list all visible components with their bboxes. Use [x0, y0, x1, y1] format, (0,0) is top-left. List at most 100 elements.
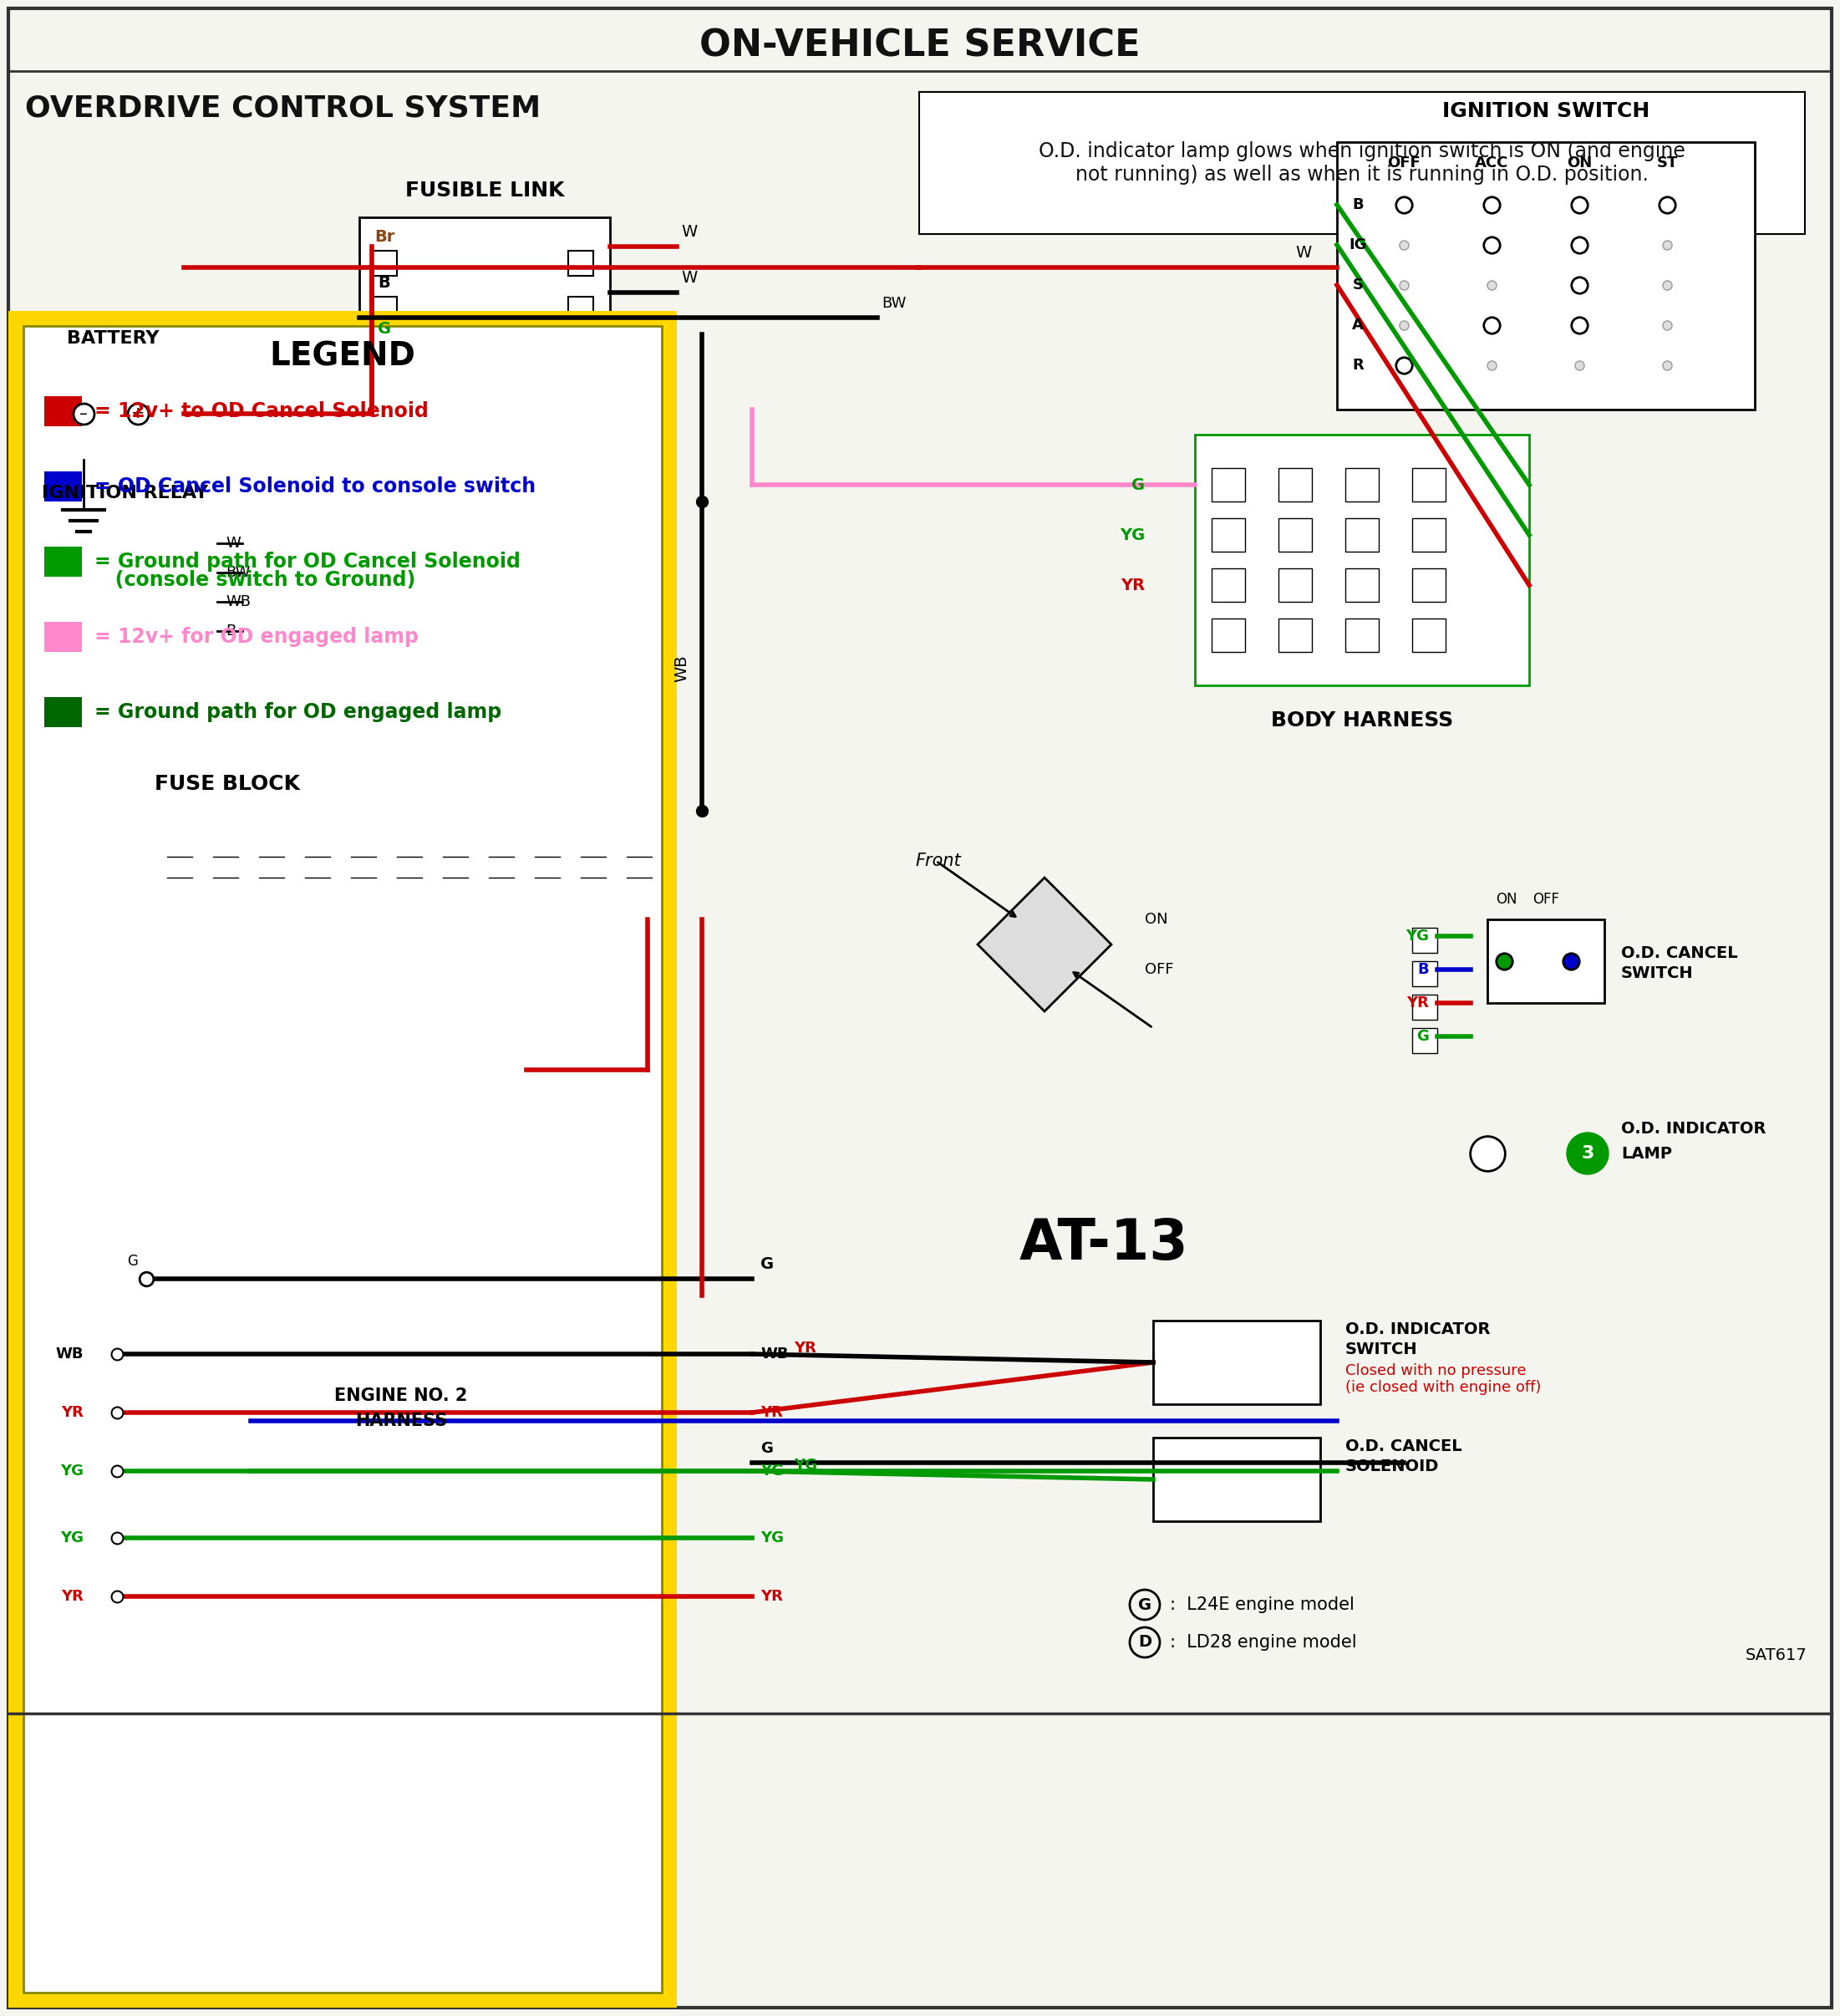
- Text: OFF: OFF: [1387, 155, 1420, 171]
- Text: = Ground path for OD Cancel Solenoid: = Ground path for OD Cancel Solenoid: [94, 552, 521, 573]
- Text: YR: YR: [793, 1341, 817, 1355]
- Bar: [530, 827, 565, 903]
- Bar: [1279, 468, 1312, 502]
- Text: OFF: OFF: [1533, 891, 1558, 907]
- Bar: [50, 367, 184, 460]
- Bar: [50, 518, 217, 651]
- Polygon shape: [977, 877, 1111, 1012]
- Text: BATTERY: BATTERY: [66, 331, 158, 347]
- Bar: [372, 343, 397, 367]
- Bar: [1411, 927, 1437, 954]
- Bar: [9, 310, 677, 2008]
- Bar: [920, 93, 1805, 234]
- Text: Front: Front: [914, 853, 960, 869]
- Bar: [256, 827, 289, 903]
- Bar: [1211, 619, 1246, 651]
- Bar: [1411, 994, 1437, 1020]
- Text: YG: YG: [61, 1464, 83, 1478]
- Text: BODY HARNESS: BODY HARNESS: [1271, 710, 1454, 730]
- Bar: [576, 827, 611, 903]
- Bar: [359, 218, 611, 367]
- Text: LEGEND: LEGEND: [269, 341, 416, 373]
- Text: B: B: [379, 274, 390, 290]
- Bar: [569, 296, 592, 323]
- Text: B: B: [1352, 198, 1363, 212]
- Bar: [569, 343, 592, 367]
- Bar: [1411, 619, 1446, 651]
- Text: B: B: [1417, 962, 1430, 978]
- Bar: [569, 250, 592, 276]
- Text: W: W: [226, 536, 241, 550]
- Text: O.D. CANCEL: O.D. CANCEL: [1345, 1437, 1463, 1454]
- Bar: [1211, 518, 1246, 552]
- Text: = OD Cancel Solenoid to console switch: = OD Cancel Solenoid to console switch: [94, 476, 535, 496]
- Text: O.D. indicator lamp glows when ignition switch is ON (and engine
not running) as: O.D. indicator lamp glows when ignition …: [1040, 141, 1685, 185]
- Text: R: R: [1352, 357, 1363, 373]
- Bar: [1411, 518, 1446, 552]
- Text: G: G: [127, 1254, 138, 1268]
- Text: IGNITION SWITCH: IGNITION SWITCH: [1443, 101, 1650, 121]
- Text: BW: BW: [881, 296, 905, 310]
- Text: B: B: [226, 623, 236, 639]
- Bar: [1411, 962, 1437, 986]
- Text: O.D. CANCEL: O.D. CANCEL: [1621, 946, 1737, 962]
- Text: 3: 3: [1581, 1145, 1593, 1161]
- Text: WB: WB: [55, 1347, 83, 1361]
- Bar: [300, 827, 335, 903]
- Bar: [1154, 1437, 1321, 1522]
- Text: WB: WB: [226, 595, 250, 609]
- Bar: [1411, 468, 1446, 502]
- Text: IG: IG: [1349, 238, 1367, 252]
- Text: SWITCH: SWITCH: [1621, 966, 1693, 982]
- Text: YG: YG: [1119, 526, 1144, 542]
- Text: –: –: [79, 405, 88, 421]
- Text: OVERDRIVE CONTROL SYSTEM: OVERDRIVE CONTROL SYSTEM: [26, 95, 541, 123]
- Text: Closed with no pressure: Closed with no pressure: [1345, 1363, 1525, 1379]
- Bar: [1211, 569, 1246, 603]
- Text: G: G: [377, 321, 392, 337]
- Text: AT-13: AT-13: [1019, 1216, 1189, 1272]
- Text: G: G: [760, 1441, 773, 1456]
- Bar: [438, 827, 473, 903]
- Text: SAT617: SAT617: [1744, 1647, 1807, 1663]
- Text: FUSIBLE LINK: FUSIBLE LINK: [405, 181, 565, 202]
- Bar: [372, 250, 397, 276]
- Bar: [44, 621, 83, 651]
- Text: G: G: [760, 1256, 775, 1272]
- Text: Br: Br: [374, 230, 394, 244]
- Bar: [1411, 569, 1446, 603]
- Text: FUSE BLOCK: FUSE BLOCK: [155, 774, 300, 794]
- Text: SWITCH: SWITCH: [1345, 1343, 1417, 1359]
- Bar: [346, 827, 381, 903]
- Bar: [1345, 518, 1378, 552]
- Text: ON: ON: [1144, 911, 1168, 927]
- Text: (ie closed with engine off): (ie closed with engine off): [1345, 1379, 1542, 1395]
- Text: WB: WB: [760, 1347, 788, 1361]
- Text: YR: YR: [1406, 996, 1430, 1010]
- Text: W: W: [1295, 244, 1312, 260]
- Text: YG: YG: [760, 1530, 784, 1546]
- Text: G: G: [1139, 1597, 1152, 1613]
- Bar: [210, 827, 243, 903]
- Text: ACC: ACC: [1474, 155, 1509, 171]
- Bar: [392, 827, 427, 903]
- Text: :  L24E engine model: : L24E engine model: [1170, 1597, 1354, 1613]
- Text: W: W: [681, 270, 697, 286]
- Bar: [1154, 1320, 1321, 1405]
- Text: ON: ON: [1566, 155, 1592, 171]
- Text: ENGINE NO. 2: ENGINE NO. 2: [335, 1387, 467, 1405]
- Text: W: W: [681, 224, 697, 240]
- Text: = Ground path for OD engaged lamp: = Ground path for OD engaged lamp: [94, 702, 502, 722]
- Bar: [145, 810, 664, 919]
- Bar: [1211, 468, 1246, 502]
- Bar: [44, 397, 83, 425]
- Text: :  LD28 engine model: : LD28 engine model: [1170, 1635, 1356, 1651]
- Text: YR: YR: [61, 1589, 83, 1605]
- Text: YR: YR: [1121, 577, 1144, 593]
- Bar: [164, 827, 197, 903]
- Text: IGNITION RELAY: IGNITION RELAY: [42, 484, 208, 502]
- Bar: [1279, 619, 1312, 651]
- Bar: [44, 546, 83, 577]
- Bar: [1345, 569, 1378, 603]
- Text: ST: ST: [1656, 155, 1678, 171]
